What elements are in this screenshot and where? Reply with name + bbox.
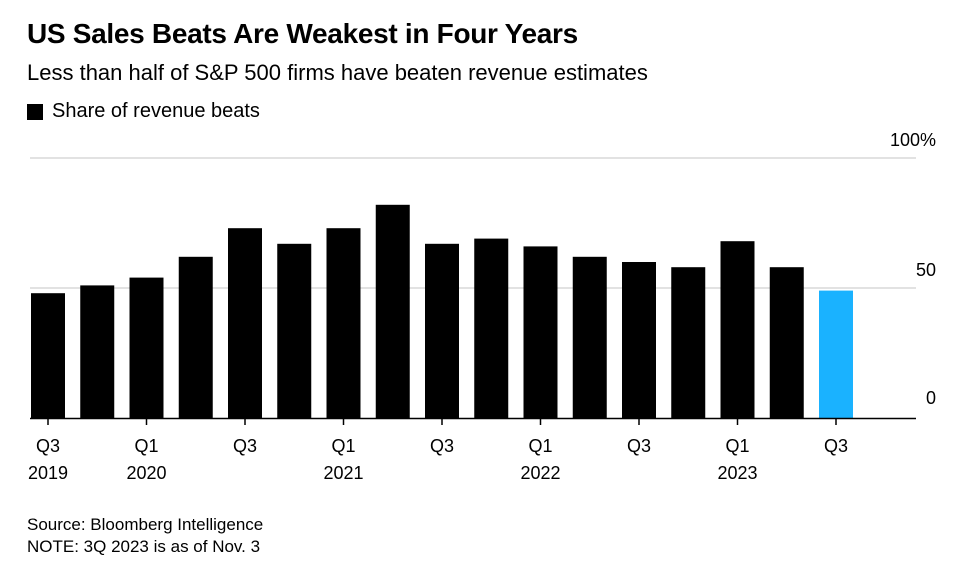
x-tick-label-quarter: Q3	[233, 436, 257, 456]
bar	[80, 285, 115, 418]
x-tick-label-quarter: Q1	[331, 436, 355, 456]
bar	[819, 290, 853, 418]
footer: Source: Bloomberg Intelligence NOTE: 3Q …	[27, 514, 263, 558]
chart-subtitle: Less than half of S&P 500 firms have bea…	[27, 60, 648, 85]
bar	[228, 228, 262, 418]
x-tick-label-quarter: Q3	[824, 436, 848, 456]
source-note: Source: Bloomberg Intelligence	[27, 515, 264, 534]
x-tick-label-year: 2019	[28, 463, 68, 483]
bar	[474, 238, 509, 418]
y-tick-label: 50	[916, 260, 936, 280]
legend-label: Share of revenue beats	[52, 100, 260, 122]
bar	[425, 243, 459, 418]
x-tick-label-quarter: Q1	[528, 436, 552, 456]
bar	[31, 293, 65, 418]
bar	[178, 256, 213, 418]
x-tick-label-year: 2021	[323, 463, 363, 483]
x-tick-label-quarter: Q1	[134, 436, 158, 456]
x-tick-label-quarter: Q3	[430, 436, 454, 456]
bar	[769, 267, 804, 418]
x-tick-label-quarter: Q3	[36, 436, 60, 456]
bar	[720, 241, 755, 418]
bar	[375, 204, 410, 418]
y-tick-label: 0	[926, 388, 936, 408]
bar	[277, 243, 312, 418]
x-tick-label-quarter: Q1	[725, 436, 749, 456]
legend: Share of revenue beats	[27, 100, 260, 123]
x-tick-label-year: 2020	[126, 463, 166, 483]
y-tick-label: 100%	[890, 130, 936, 150]
bar	[326, 228, 361, 418]
chart-title: US Sales Beats Are Weakest in Four Years	[27, 18, 578, 49]
bar	[622, 262, 656, 418]
bar	[129, 277, 164, 418]
x-tick-label-year: 2022	[520, 463, 560, 483]
bar	[671, 267, 706, 418]
x-tick-label-quarter: Q3	[627, 436, 651, 456]
bar	[523, 246, 558, 418]
legend-swatch	[27, 103, 43, 120]
x-tick-label-year: 2023	[717, 463, 757, 483]
footnote: NOTE: 3Q 2023 is as of Nov. 3	[27, 537, 261, 556]
bar	[572, 256, 607, 418]
